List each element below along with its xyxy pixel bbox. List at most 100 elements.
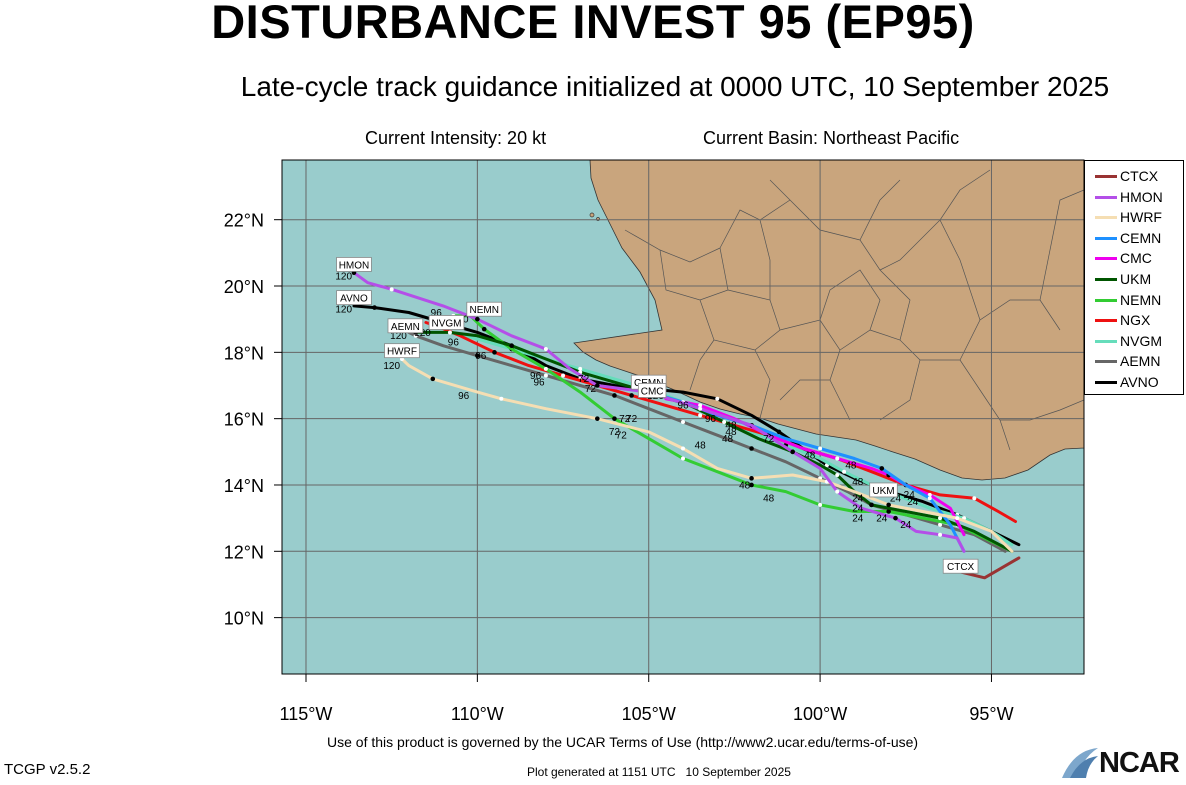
legend-swatch xyxy=(1095,257,1117,261)
ncar-logo-icon xyxy=(1062,748,1098,778)
forecast-hour-label: 72 xyxy=(578,374,590,385)
track-point-aemn xyxy=(749,446,754,451)
ncar-logo-text: NCAR xyxy=(1099,747,1180,779)
tick-label-lon: 115°W xyxy=(280,704,333,724)
track-point-hmon xyxy=(475,316,480,322)
track-point-ukm xyxy=(447,330,452,335)
legend-swatch xyxy=(1095,339,1117,343)
subtitle-text: Late-cycle track guidance initialized at… xyxy=(240,71,1110,102)
legend-item-ctcx: CTCX xyxy=(1085,165,1185,186)
track-point-nemn xyxy=(481,326,487,332)
legend-item-cmc: CMC xyxy=(1085,247,1185,268)
tick-label-lon: 105°W xyxy=(622,704,676,724)
plot-frame xyxy=(281,159,1085,675)
legend-swatch xyxy=(1095,381,1117,384)
track-point-ngx xyxy=(492,350,497,355)
track-point-cemn xyxy=(927,496,932,501)
forecast-hour-label: 96 xyxy=(705,414,717,425)
track-point-nvgm xyxy=(842,469,847,474)
track-label-box xyxy=(942,558,979,574)
track-point-hwrf xyxy=(749,476,754,481)
track-point-hwrf xyxy=(430,376,436,382)
track-point-hmon xyxy=(938,532,943,537)
mexico-landmass xyxy=(573,160,1084,481)
model-legend: CTCX HMON HWRF CEMN CMC UKM NEMN NGX NVGM AEMN AVN… xyxy=(1084,160,1184,395)
forecast-hour-label: 48 xyxy=(725,427,737,438)
forecast-hour-label: 48 xyxy=(739,480,751,491)
forecast-hour-label: 48 xyxy=(804,450,816,461)
forecast-hour-label: 96 xyxy=(475,351,487,362)
track-label: CMC xyxy=(641,386,664,397)
tick-label-lon: 110°W xyxy=(451,704,504,724)
track-point-hmon xyxy=(543,347,548,352)
legend-swatch xyxy=(1095,216,1117,220)
forecast-hour-label: 48 xyxy=(695,441,707,452)
legend-label: CMC xyxy=(1120,250,1152,267)
track-point-hmon xyxy=(790,449,795,455)
track-point-ukm xyxy=(509,343,514,349)
track-point-ngx xyxy=(698,413,703,418)
legend-swatch xyxy=(1095,195,1117,199)
forecast-hour-label: 48 xyxy=(763,494,775,505)
legend-label: NEMN xyxy=(1120,291,1162,308)
legend-label: NVGM xyxy=(1120,332,1162,349)
legend-label: HWRF xyxy=(1120,209,1162,226)
track-label: AEMN xyxy=(391,322,420,333)
forecast-hour-label: 96 xyxy=(458,391,470,402)
ncar-logo: NCAR xyxy=(1060,744,1186,780)
track-point-hwrf xyxy=(955,516,960,521)
forecast-hour-label: 24 xyxy=(852,504,864,515)
forecast-hour-label: 72 xyxy=(619,414,631,425)
track-point-nemn xyxy=(612,416,617,421)
track-point-nemn xyxy=(886,509,891,514)
forecast-hour-label: 96 xyxy=(530,371,542,382)
track-nemn xyxy=(451,314,1014,553)
forecast-hour-label: 72 xyxy=(626,414,638,425)
track-point-nvgm xyxy=(578,366,583,371)
track-point-hwrf xyxy=(499,396,504,401)
track-point-ukm xyxy=(835,473,840,478)
forecast-hour-label: 24 xyxy=(876,513,888,524)
track-label: UKM xyxy=(872,486,894,497)
legend-swatch xyxy=(1095,360,1117,364)
forecast-hour-label: 24 xyxy=(852,513,864,524)
legend-swatch xyxy=(1095,175,1117,178)
forecast-hour-label: 24 xyxy=(904,490,916,501)
generated-timestamp: Plot generated at 1151 UTC 10 September … xyxy=(527,765,791,779)
track-point-aemn xyxy=(413,333,418,338)
legend-item-nvgm: NVGM xyxy=(1085,330,1185,351)
legend-item-hwrf: HWRF xyxy=(1085,206,1185,227)
legend-label: AEMN xyxy=(1120,353,1161,370)
track-point-cemn xyxy=(818,446,823,451)
legend-item-ukm: UKM xyxy=(1085,268,1185,289)
chart-subtitle: Late-cycle track guidance initialized at… xyxy=(0,70,1186,104)
track-label: AVNO xyxy=(340,294,368,305)
tick-label-lat: 20°N xyxy=(224,277,264,297)
legend-swatch xyxy=(1095,278,1117,281)
track-point-nemn xyxy=(681,456,685,461)
track-point-cemn xyxy=(879,466,885,471)
track-label: NEMN xyxy=(469,305,498,316)
tick-label-lat: 18°N xyxy=(224,343,264,363)
terms-of-use: Use of this product is governed by the U… xyxy=(327,734,919,750)
forecast-hour-label: 96 xyxy=(677,401,689,412)
forecast-hour-label: 96 xyxy=(448,338,460,349)
track-point-hmon xyxy=(893,515,898,521)
track-point-hwrf xyxy=(886,502,891,508)
track-point-cmc xyxy=(835,456,840,461)
track-point-nemn xyxy=(543,366,548,371)
legend-item-nemn: NEMN xyxy=(1085,289,1185,310)
legend-item-ngx: NGX xyxy=(1085,309,1185,330)
legend-swatch xyxy=(1095,298,1117,302)
track-label-box xyxy=(336,257,372,272)
track-annotations: 1201201201201201201209696969696969696967… xyxy=(335,257,979,574)
track-point-ukm xyxy=(722,419,727,424)
forecast-hour-label: 72 xyxy=(609,427,621,438)
forecast-hour-label: 120 xyxy=(335,271,352,282)
track-label-box xyxy=(384,343,420,359)
legend-label: UKM xyxy=(1120,271,1152,287)
legend-swatch xyxy=(1095,236,1117,240)
forecast-hour-label: 120 xyxy=(390,331,407,342)
track-label: HMON xyxy=(339,260,370,271)
